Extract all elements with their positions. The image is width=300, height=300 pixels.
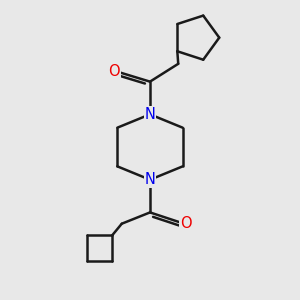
Text: N: N: [145, 172, 155, 187]
Text: O: O: [109, 64, 120, 79]
Text: N: N: [145, 107, 155, 122]
Text: O: O: [180, 216, 191, 231]
